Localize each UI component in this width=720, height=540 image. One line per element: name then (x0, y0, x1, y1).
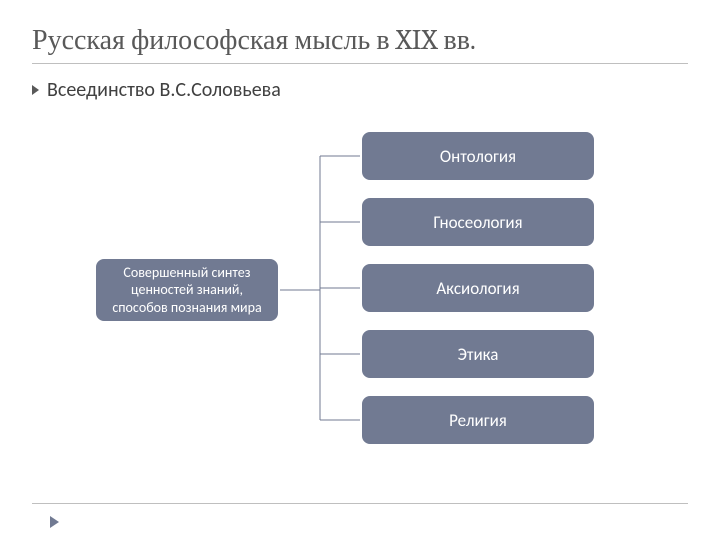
title-block: Русская философская мысль в XIX вв. (0, 0, 720, 68)
branch-node-gnoseology: Гносеология (360, 196, 596, 248)
subtitle-text: Всеединство В.С.Соловьева (47, 78, 281, 102)
subtitle-block: Всеединство В.С.Соловьева (0, 68, 720, 102)
branch-node-ontology: Онтология (360, 130, 596, 182)
page-title: Русская философская мысль в XIX вв. (32, 24, 688, 57)
footer-underline (32, 503, 688, 504)
title-underline (32, 63, 688, 64)
branch-node-ethics: Этика (360, 328, 596, 380)
root-node: Совершенный синтез ценностей знаний, спо… (94, 257, 280, 323)
footer-bullet-icon (50, 516, 59, 528)
branch-node-axiology: Аксиология (360, 262, 596, 314)
branch-column: Онтология Гносеология Аксиология Этика Р… (360, 130, 596, 460)
bullet-icon (32, 85, 39, 95)
branch-node-religion: Религия (360, 394, 596, 446)
diagram-area: Совершенный синтез ценностей знаний, спо… (0, 130, 720, 490)
